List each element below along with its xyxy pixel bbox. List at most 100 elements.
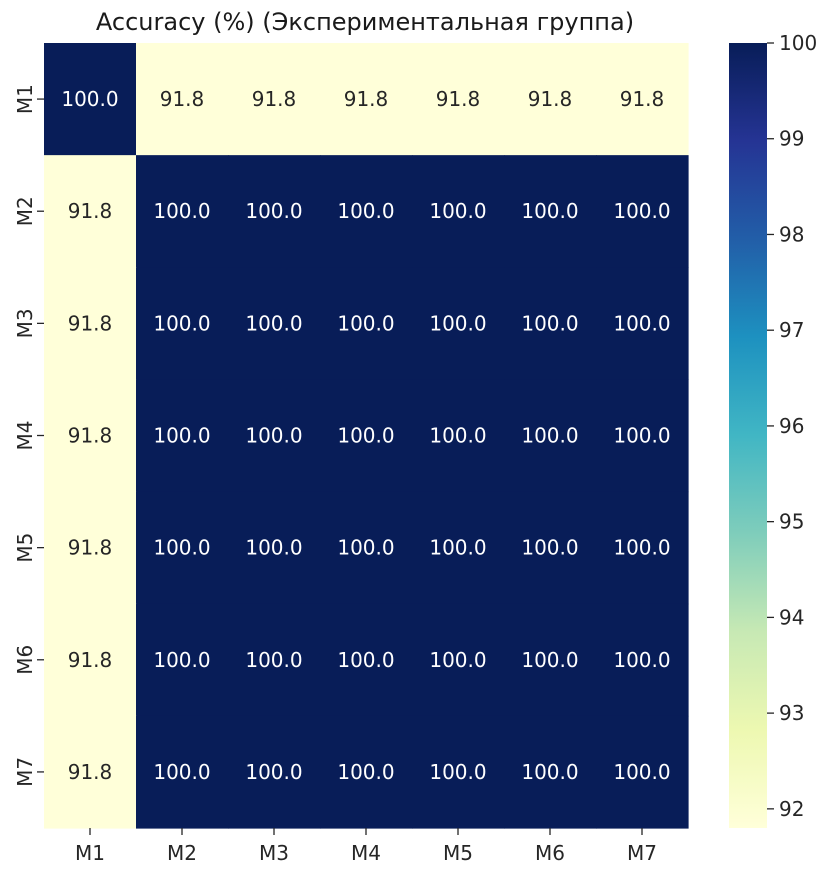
colorbar-tick-label-4: 95 <box>779 510 804 534</box>
heatmap-cell-r5-c6 <box>504 491 597 605</box>
heatmap-cell-r6-c4 <box>320 603 413 717</box>
cell-label-r6-c6: 100.0 <box>521 648 578 672</box>
y-tick-label-5: M5 <box>13 533 37 563</box>
heatmap-cell-r5-c7 <box>596 491 689 605</box>
heatmap-cell-r7-c6 <box>504 715 597 829</box>
cell-label-r1-c4: 91.8 <box>344 87 389 111</box>
cell-label-r5-c5: 100.0 <box>429 536 486 560</box>
x-tick-label-6: M6 <box>535 841 565 865</box>
heatmap-cell-r7-c2 <box>136 715 229 829</box>
cell-label-r7-c4: 100.0 <box>337 760 394 784</box>
heatmap-cell-r3-c1 <box>44 267 137 381</box>
y-tick-label-4: M4 <box>13 421 37 451</box>
x-tick-label-5: M5 <box>443 841 473 865</box>
heatmap-cell-r6-c5 <box>412 603 505 717</box>
cell-label-r7-c6: 100.0 <box>521 760 578 784</box>
cell-label-r3-c4: 100.0 <box>337 311 394 335</box>
cell-label-r7-c7: 100.0 <box>613 760 670 784</box>
heatmap-cell-r5-c5 <box>412 491 505 605</box>
heatmap-cell-r2-c7 <box>596 155 689 268</box>
heatmap-cell-r6-c1 <box>44 603 137 717</box>
cell-label-r3-c6: 100.0 <box>521 311 578 335</box>
heatmap-cell-r1-c5 <box>412 43 505 156</box>
y-tick-label-3: M3 <box>13 308 37 338</box>
cell-label-r6-c1: 91.8 <box>68 648 113 672</box>
cell-label-r4-c3: 100.0 <box>245 424 302 448</box>
cell-label-r5-c7: 100.0 <box>613 536 670 560</box>
y-tick-label-6: M6 <box>13 645 37 675</box>
colorbar-tick-label-8: 99 <box>779 127 804 151</box>
x-tick-label-7: M7 <box>627 841 657 865</box>
heatmap-cell-r4-c1 <box>44 379 137 493</box>
heatmap-cell-r4-c3 <box>228 379 321 493</box>
heatmap-cell-r5-c1 <box>44 491 137 605</box>
x-tick-label-2: M2 <box>167 841 197 865</box>
heatmap-cell-r6-c3 <box>228 603 321 717</box>
heatmap-cell-r2-c4 <box>320 155 413 268</box>
cell-label-r1-c3: 91.8 <box>252 87 297 111</box>
cell-label-r2-c7: 100.0 <box>613 199 670 223</box>
heatmap-cell-r4-c2 <box>136 379 229 493</box>
cell-label-r4-c6: 100.0 <box>521 424 578 448</box>
cell-label-r1-c2: 91.8 <box>160 87 205 111</box>
cell-label-r5-c4: 100.0 <box>337 536 394 560</box>
colorbar-tick-label-6: 97 <box>779 318 804 342</box>
cell-label-r2-c1: 91.8 <box>68 199 113 223</box>
cell-label-r5-c1: 91.8 <box>68 536 113 560</box>
heatmap-cell-r1-c7 <box>596 43 689 156</box>
colorbar-tick-label-5: 96 <box>779 414 804 438</box>
heatmap-cell-r7-c1 <box>44 715 137 829</box>
y-axis: M1 M2 M3 M4 M5 M6 M7 <box>13 84 44 787</box>
cell-label-r7-c2: 100.0 <box>153 760 210 784</box>
colorbar-gradient <box>729 43 767 828</box>
heatmap-cell-r1-c3 <box>228 43 321 156</box>
heatmap-cell-r3-c4 <box>320 267 413 381</box>
cell-label-r2-c6: 100.0 <box>521 199 578 223</box>
cell-label-r4-c4: 100.0 <box>337 424 394 448</box>
cell-label-r7-c3: 100.0 <box>245 760 302 784</box>
heatmap-cell-r2-c3 <box>228 155 321 268</box>
heatmap-cell-r6-c7 <box>596 603 689 717</box>
cell-label-r5-c6: 100.0 <box>521 536 578 560</box>
y-tick-label-2: M2 <box>13 196 37 226</box>
heatmap-cell-r3-c5 <box>412 267 505 381</box>
cell-label-r6-c7: 100.0 <box>613 648 670 672</box>
heatmap-cell-r4-c6 <box>504 379 597 493</box>
heatmap-cell-r3-c3 <box>228 267 321 381</box>
x-tick-label-3: M3 <box>259 841 289 865</box>
heatmap-cell-r6-c2 <box>136 603 229 717</box>
x-tick-label-4: M4 <box>351 841 381 865</box>
heatmap-cell-r5-c2 <box>136 491 229 605</box>
cell-label-r5-c3: 100.0 <box>245 536 302 560</box>
cell-label-r1-c5: 91.8 <box>436 87 481 111</box>
cell-label-r6-c4: 100.0 <box>337 648 394 672</box>
colorbar-tick-label-7: 98 <box>779 222 804 246</box>
colorbar: 92 93 94 95 96 97 98 99 100 <box>729 31 817 828</box>
cell-label-r3-c2: 100.0 <box>153 311 210 335</box>
heatmap-cell-r7-c5 <box>412 715 505 829</box>
heatmap-cell-r1-c4 <box>320 43 413 156</box>
cell-label-r3-c3: 100.0 <box>245 311 302 335</box>
colorbar-tick-label-2: 93 <box>779 701 804 725</box>
heatmap-cell-r1-c1 <box>44 43 137 156</box>
cell-label-r6-c3: 100.0 <box>245 648 302 672</box>
heatmap-cell-r6-c6 <box>504 603 597 717</box>
heatmap-cell-r5-c4 <box>320 491 413 605</box>
cell-label-r4-c1: 91.8 <box>68 424 113 448</box>
heatmap-cell-labels: 100.0 91.8 91.8 91.8 91.8 91.8 91.8 91.8 100.0 10… <box>61 87 670 784</box>
cell-label-r7-c1: 91.8 <box>68 760 113 784</box>
heatmap-cell-r2-c6 <box>504 155 597 268</box>
heatmap-cell-r1-c2 <box>136 43 229 156</box>
heatmap-cell-r3-c7 <box>596 267 689 381</box>
cell-label-r4-c5: 100.0 <box>429 424 486 448</box>
heatmap-cell-r1-c6 <box>504 43 597 156</box>
heatmap-cell-r3-c2 <box>136 267 229 381</box>
cell-label-r2-c3: 100.0 <box>245 199 302 223</box>
cell-label-r6-c2: 100.0 <box>153 648 210 672</box>
heatmap-cell-r4-c5 <box>412 379 505 493</box>
heatmap-cell-r5-c3 <box>228 491 321 605</box>
colorbar-tick-label-9: 100 <box>779 31 817 55</box>
cell-label-r1-c6: 91.8 <box>528 87 573 111</box>
y-tick-label-7: M7 <box>13 757 37 787</box>
